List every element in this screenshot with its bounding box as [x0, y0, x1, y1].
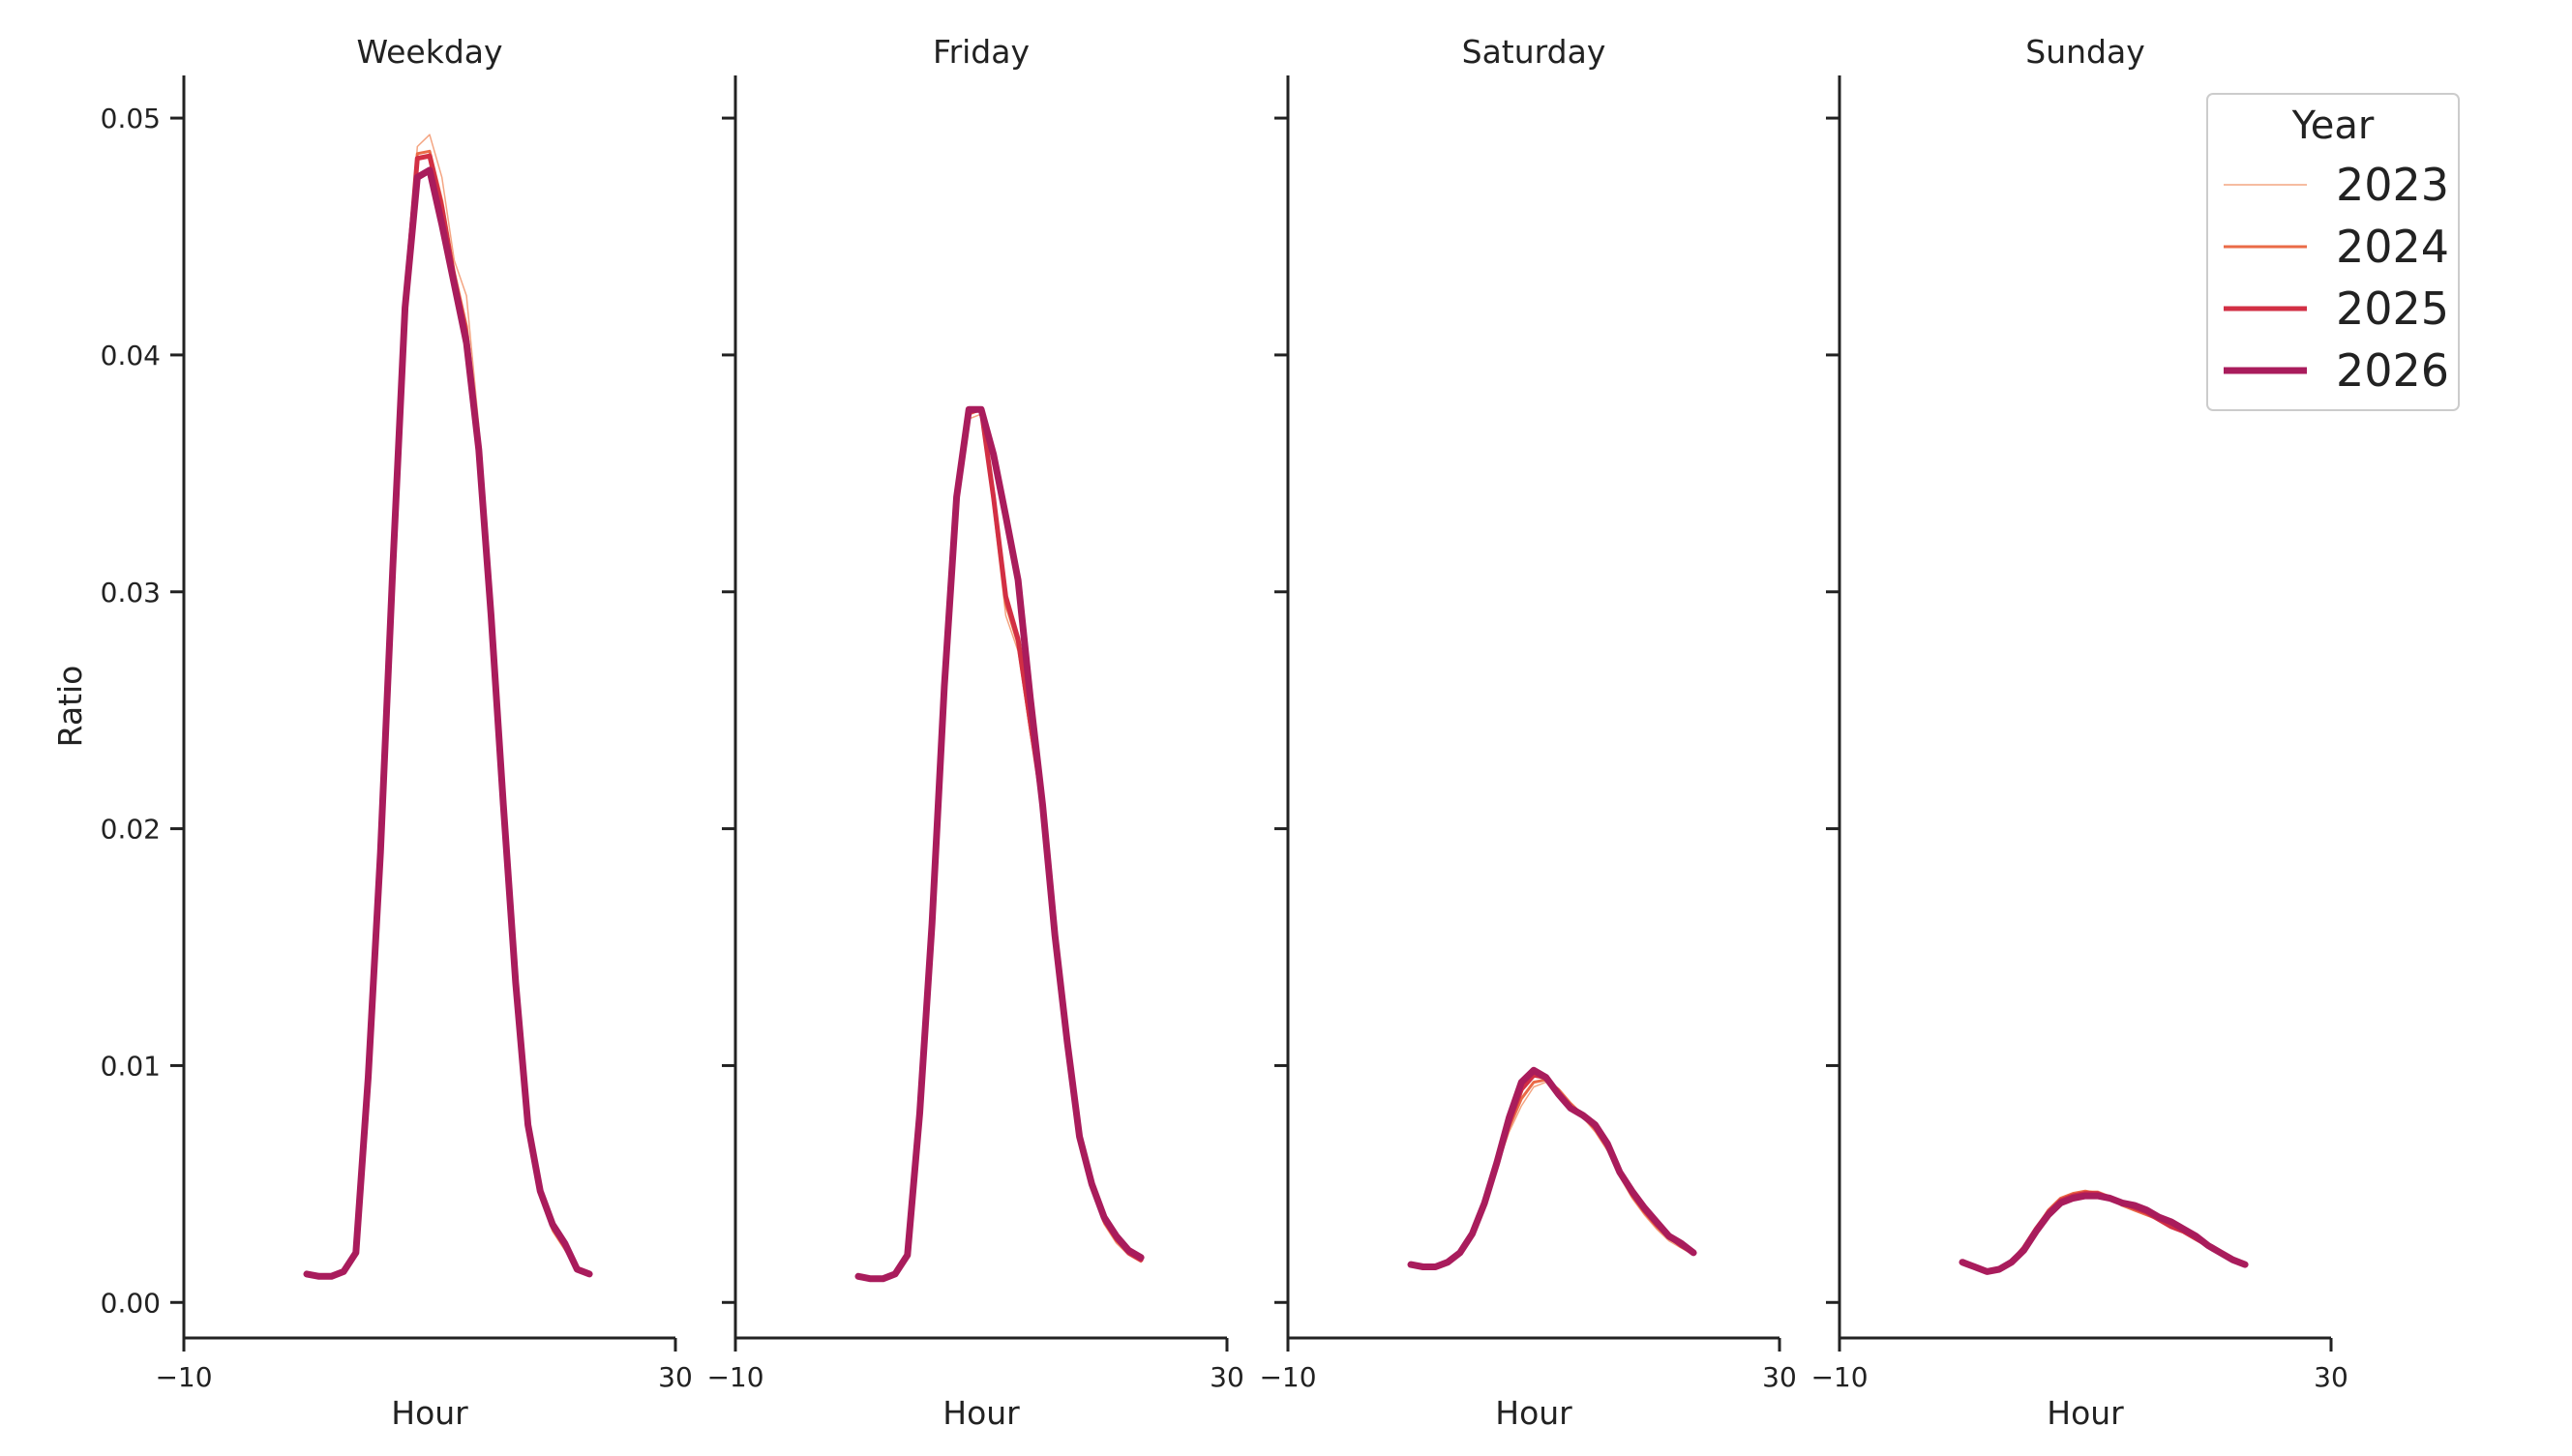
y-tick-label: 0.04: [101, 340, 161, 371]
y-tick-label: 0.01: [101, 1050, 161, 1082]
series-line-2024: [1960, 1189, 2247, 1273]
x-tick-label: 30: [1210, 1361, 1244, 1393]
x-axis-label: Hour: [2047, 1394, 2124, 1432]
series-line-2023: [1410, 1081, 1694, 1268]
series-line-2026: [1959, 1192, 2249, 1275]
series-line-2025: [1959, 1191, 2248, 1274]
panel-title: Sunday: [2025, 33, 2144, 71]
series-line-2023: [1961, 1190, 2246, 1273]
x-tick-label: 30: [2314, 1361, 2348, 1393]
y-tick-label: 0.03: [101, 577, 161, 609]
series-line-2026: [1407, 1066, 1697, 1270]
x-tick-label: −10: [1810, 1361, 1868, 1393]
legend-title: Year: [2291, 104, 2375, 148]
y-axis-label: Ratio: [51, 666, 89, 748]
y-tick-label: 0.05: [101, 103, 161, 134]
x-tick-label: 30: [1762, 1361, 1797, 1393]
x-tick-label: −10: [155, 1361, 212, 1393]
series-line-2024: [305, 149, 591, 1278]
legend-label: 2024: [2336, 221, 2449, 273]
legend-label: 2026: [2336, 344, 2449, 397]
x-axis-label: Hour: [942, 1394, 1020, 1432]
panel-title: Weekday: [356, 33, 502, 71]
series-line-2024: [1409, 1078, 1695, 1268]
x-tick-label: 30: [658, 1361, 693, 1393]
x-axis-label: Hour: [1495, 1394, 1572, 1432]
legend-label: 2025: [2336, 282, 2449, 335]
x-tick-label: −10: [1259, 1361, 1316, 1393]
y-tick-label: 0.00: [101, 1287, 161, 1319]
x-axis-label: Hour: [391, 1394, 468, 1432]
y-tick-label: 0.02: [101, 814, 161, 846]
series-line-2025: [1408, 1072, 1696, 1269]
series-line-2026: [854, 405, 1145, 1283]
panel-title: Saturday: [1462, 33, 1606, 71]
panel-title: Friday: [933, 33, 1030, 71]
series-line-2025: [304, 153, 592, 1279]
series-line-2026: [303, 166, 593, 1280]
legend-label: 2023: [2336, 159, 2449, 211]
series-line-2023: [306, 134, 590, 1278]
series-line-2025: [855, 406, 1144, 1282]
legend-box: [2206, 93, 2460, 411]
x-tick-label: −10: [706, 1361, 763, 1393]
